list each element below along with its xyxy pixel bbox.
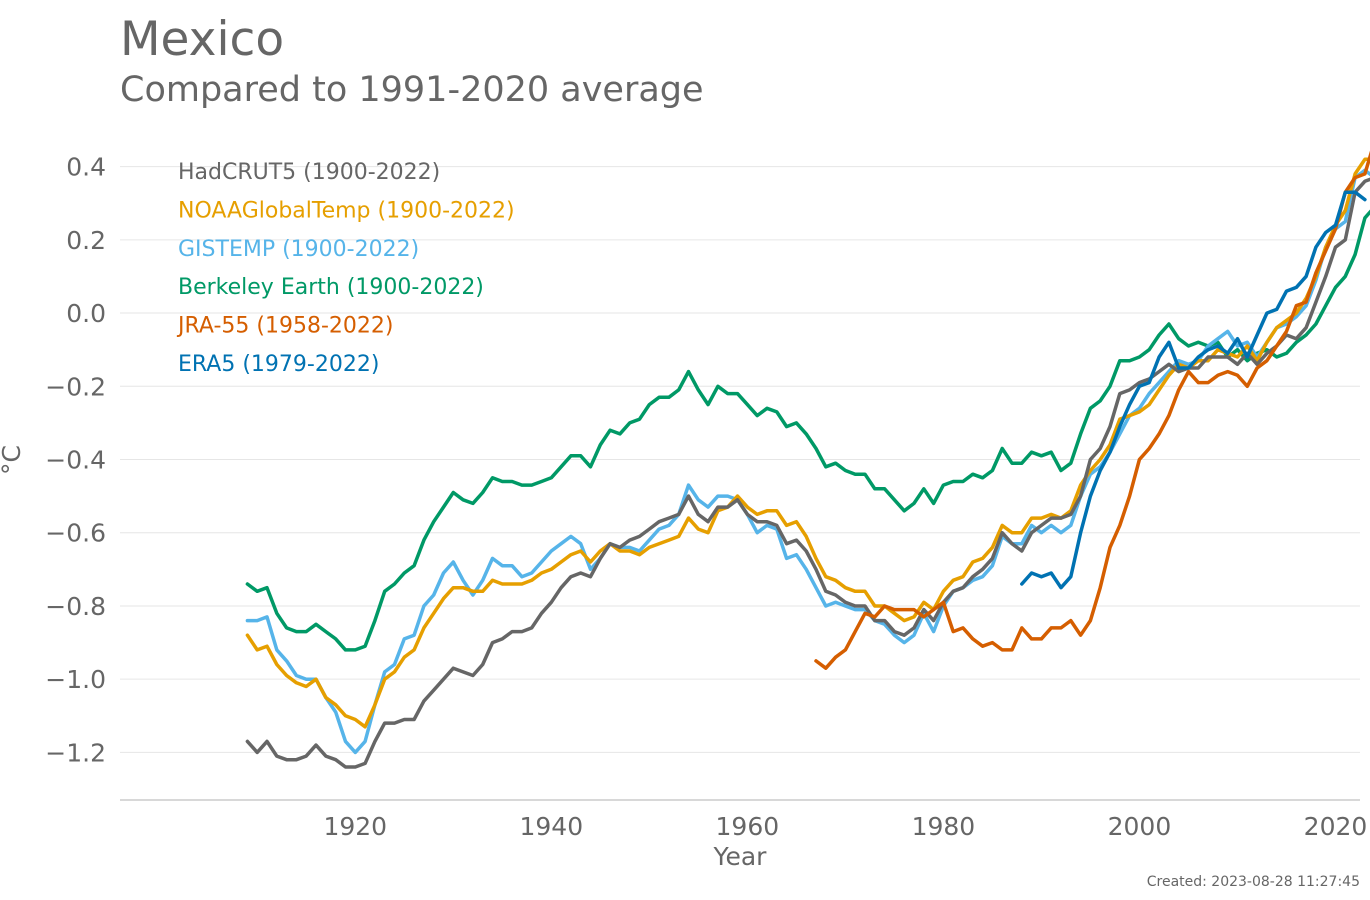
series-line-era5: [1020, 190, 1367, 590]
y-tick-label: 0.2: [66, 226, 106, 255]
chart-subtitle: Compared to 1991-2020 average: [120, 70, 704, 110]
x-tick-label: 1920: [323, 812, 387, 841]
series-lines: [245, 150, 1370, 769]
created-timestamp: Created: 2023-08-28 11:27:45: [1146, 874, 1360, 890]
legend-entry: HadCRUT5 (1900-2022): [178, 160, 440, 185]
x-tick-label: 1980: [912, 812, 976, 841]
series-line-gistemp: [245, 168, 1370, 755]
x-tick-label: 2020: [1304, 812, 1368, 841]
y-tick-label: −0.4: [45, 446, 106, 475]
legend-entry: Berkeley Earth (1900-2022): [178, 275, 484, 300]
y-tick-label: 0.0: [66, 299, 106, 328]
x-tick-label: 1960: [716, 812, 780, 841]
x-tick-label: 2000: [1108, 812, 1172, 841]
legend-entry: GISTEMP (1900-2022): [178, 237, 419, 262]
gridlines: [120, 166, 1360, 753]
legend-entry: JRA-55 (1958-2022): [176, 314, 393, 339]
legend-entry: NOAAGlobalTemp (1900-2022): [178, 198, 515, 223]
legend-entry: ERA5 (1979-2022): [178, 352, 379, 377]
series-line-hadcrut5: [245, 177, 1370, 769]
y-tick-label: −1.0: [45, 665, 106, 694]
legend: HadCRUT5 (1900-2022) NOAAGlobalTemp (1900…: [176, 160, 515, 377]
y-tick-label: −0.8: [45, 592, 106, 621]
y-tick-label: 0.4: [66, 153, 106, 182]
y-tick-label: −0.2: [45, 372, 106, 401]
series-line-jra55: [814, 150, 1370, 670]
y-axis-label: °C: [0, 445, 26, 475]
x-axis-ticks: 1920 1940 1960 1980 2000 2020: [323, 812, 1367, 841]
y-tick-label: −0.6: [45, 519, 106, 548]
y-tick-label: −1.2: [45, 738, 106, 767]
x-tick-label: 1940: [519, 812, 583, 841]
series-line-berkeley: [245, 209, 1370, 652]
y-axis-ticks: −1.2 −1.0 −0.8 −0.6 −0.4 −0.2 0.0 0.2 0.4: [45, 153, 106, 768]
x-axis-label: Year: [713, 842, 768, 871]
chart-title: Mexico: [120, 12, 285, 67]
